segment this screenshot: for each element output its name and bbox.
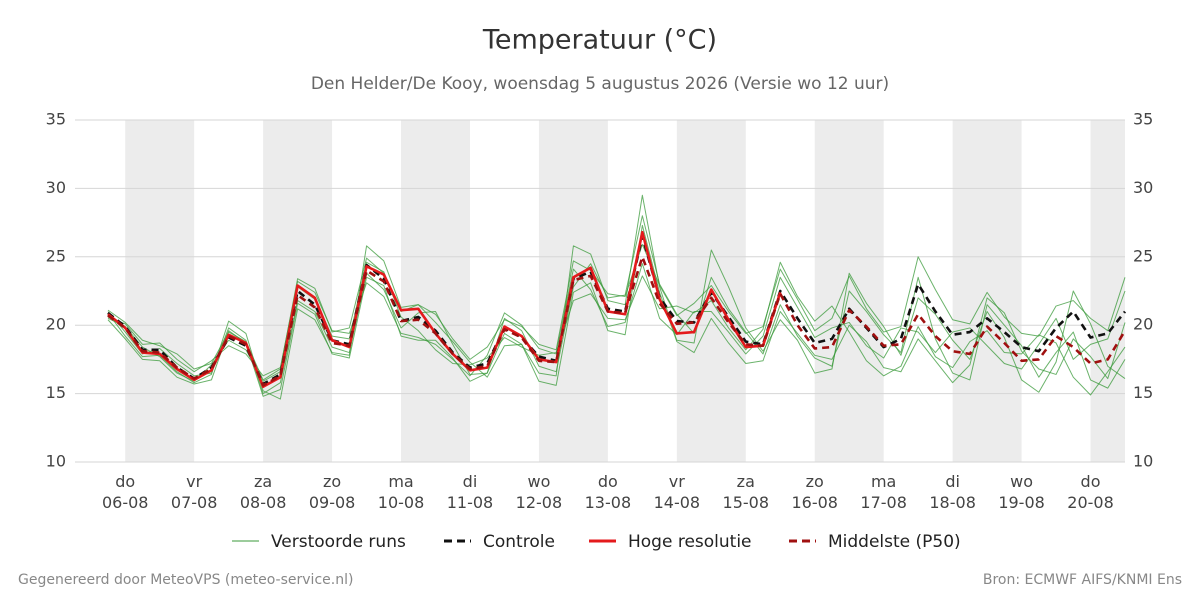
y2-tick-label: 30 [1133, 178, 1153, 197]
day-shading [125, 120, 195, 462]
y2-tick-label: 20 [1133, 315, 1153, 334]
day-shading [538, 120, 608, 462]
y-tick-label: 15 [46, 383, 66, 402]
x-tick-label: za 08-08 [240, 472, 287, 512]
ensemble-line [107, 224, 1126, 397]
series-line [107, 234, 1127, 386]
legend-label: Middelste (P50) [828, 532, 961, 552]
x-tick-label: do 06-08 [102, 472, 149, 512]
y2-tick-label: 35 [1133, 110, 1153, 129]
y-tick-label: 30 [46, 178, 66, 197]
legend-label: Controle [483, 532, 555, 552]
day-shading [1090, 120, 1125, 462]
y2-tick-label: 15 [1133, 383, 1153, 402]
x-tick-label: vr 14-08 [654, 472, 701, 512]
ensemble-line [107, 261, 1126, 382]
x-tick-label: zo 09-08 [309, 472, 356, 512]
ensemble-line [107, 261, 1126, 396]
legend-label: Verstoorde runs [271, 532, 406, 552]
ensemble-line [107, 243, 1126, 381]
day-shading [401, 120, 470, 462]
ensemble-line [107, 194, 1126, 400]
ensemble-line [107, 215, 1126, 395]
x-tick-label: za 15-08 [723, 472, 770, 512]
x-tick-label: wo 12-08 [516, 472, 563, 512]
day-shading [952, 120, 1022, 462]
y-tick-label: 25 [46, 246, 66, 265]
x-tick-label: do 13-08 [585, 472, 632, 512]
legend-label: Hoge resolutie [628, 532, 752, 552]
y-tick-label: 10 [46, 452, 66, 471]
footer-right: Bron: ECMWF AIFS/KNMI Ens [983, 572, 1182, 588]
series-line [107, 255, 1127, 387]
y-tick-label: 35 [46, 110, 66, 129]
y2-tick-label: 10 [1133, 452, 1153, 471]
x-tick-label: di 18-08 [929, 472, 976, 512]
chart-title: Temperatuur (°C) [482, 25, 717, 56]
x-tick-label: di 11-08 [447, 472, 494, 512]
x-tick-label: wo 19-08 [998, 472, 1045, 512]
x-tick-label: vr 07-08 [171, 472, 218, 512]
y2-tick-label: 25 [1133, 246, 1153, 265]
x-tick-label: do 20-08 [1067, 472, 1114, 512]
y-tick-label: 20 [46, 315, 66, 334]
chart-subtitle: Den Helder/De Kooy, woensdag 5 augustus … [311, 74, 889, 94]
x-tick-label: zo 16-08 [791, 472, 838, 512]
x-tick-label: ma 10-08 [378, 472, 425, 512]
x-tick-label: ma 17-08 [860, 472, 907, 512]
footer-left: Gegenereerd door MeteoVPS (meteo-service… [18, 572, 353, 588]
